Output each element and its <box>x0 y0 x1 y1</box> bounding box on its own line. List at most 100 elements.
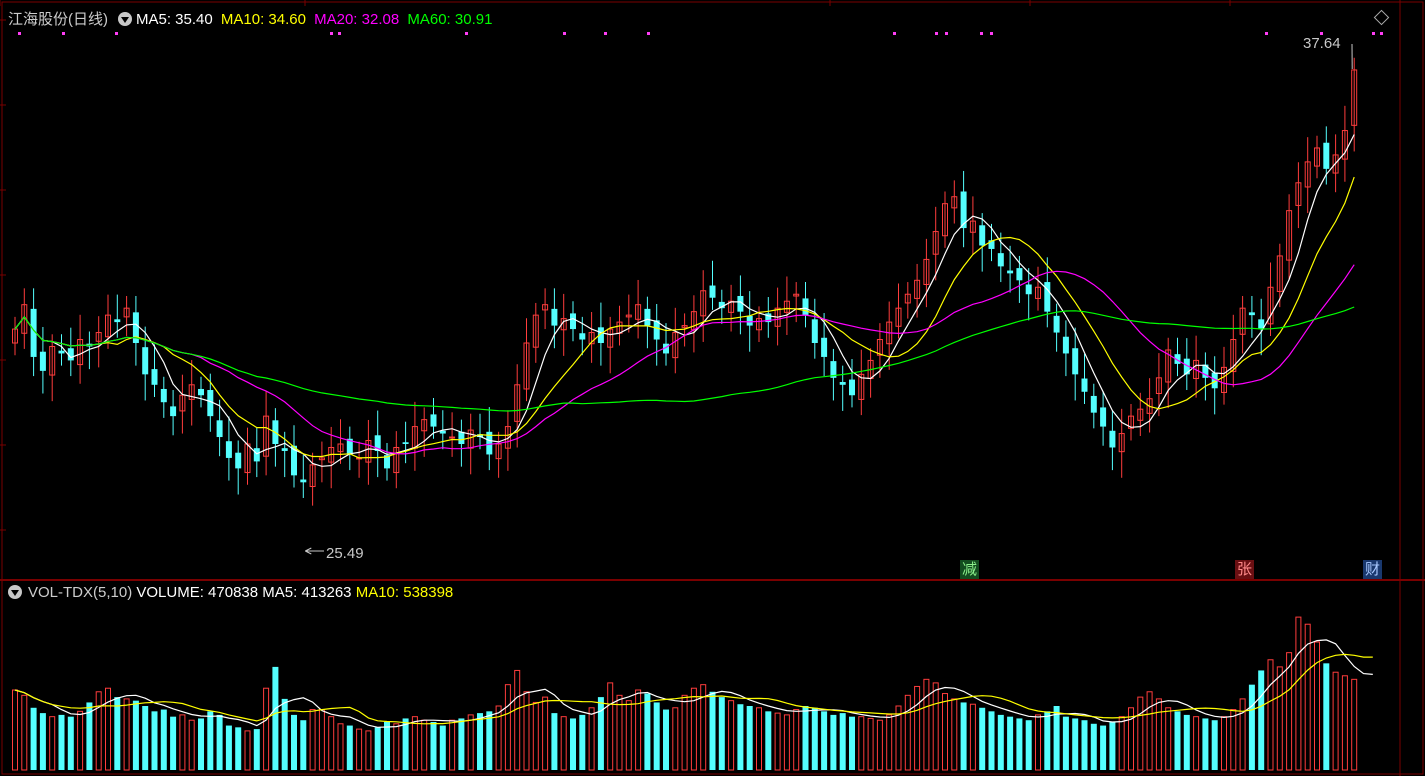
ma60-label: MA60: 30.91 <box>407 11 493 28</box>
candle-up <box>904 293 911 304</box>
volume-bar-down <box>718 697 725 770</box>
event-dot <box>990 32 993 35</box>
candle-up <box>1314 147 1320 167</box>
event-dot <box>1380 32 1383 35</box>
event-tag-rise[interactable]: 张 <box>1235 560 1255 579</box>
volume-bar-down <box>839 713 846 770</box>
volume-bar-up <box>504 684 511 771</box>
volume-bar-up <box>188 719 195 771</box>
volume-bar-down <box>439 725 446 770</box>
candle-up <box>523 342 530 390</box>
volume-bar-down <box>142 706 149 770</box>
candle-up <box>1035 286 1041 299</box>
chevron-down-icon[interactable] <box>8 585 22 599</box>
candle-down <box>39 351 46 371</box>
event-dot <box>893 32 896 35</box>
volume-bar-up <box>95 691 102 771</box>
candle-down <box>737 295 744 312</box>
event-dot <box>115 32 118 35</box>
candle-down <box>746 315 753 326</box>
volume-bar-down <box>207 711 214 770</box>
volume-bar-up <box>904 694 911 771</box>
event-tag-finance[interactable]: 财 <box>1363 560 1383 579</box>
candle-down <box>1081 378 1088 392</box>
volume-bar-up <box>411 716 418 771</box>
ma60-line <box>14 306 1355 412</box>
volume-bar-down <box>1109 722 1116 770</box>
volume-bar-down <box>384 722 390 770</box>
volume-bar-up <box>523 691 530 771</box>
candle-down <box>151 369 158 385</box>
volume-bar-up <box>728 700 735 771</box>
volume-bar-down <box>1183 714 1190 770</box>
event-dot <box>980 32 983 35</box>
candle-down <box>1202 364 1209 378</box>
candle-down <box>160 388 167 403</box>
candle-up <box>1118 433 1125 453</box>
volume-bar-up <box>1193 716 1200 771</box>
volume-bar-up <box>263 687 270 771</box>
volume-bar-up <box>672 707 679 771</box>
candle-down <box>653 320 660 340</box>
volume-bar-up <box>895 705 902 771</box>
volume-bar-down <box>300 720 307 770</box>
candle-down <box>988 240 995 249</box>
volume-bar-up <box>318 709 325 771</box>
candle-up <box>588 332 595 345</box>
candle-down <box>198 388 204 396</box>
volume-bar-up <box>1128 707 1134 771</box>
volume-bar-down <box>663 709 669 770</box>
volume-bar-down <box>960 702 967 770</box>
candle-down <box>225 441 232 458</box>
volume-bar-down <box>570 718 576 770</box>
volume-bar-up <box>625 700 632 771</box>
volume-bar-up <box>542 696 549 771</box>
candle-up <box>1332 154 1339 174</box>
candle-up <box>542 304 549 311</box>
volume-bar-up <box>607 682 614 771</box>
candle-down <box>1025 284 1032 295</box>
event-dot <box>945 32 948 35</box>
volume-bar-down <box>253 729 260 770</box>
candle-up <box>105 314 111 338</box>
volume-header: VOL-TDX(5,10) VOLUME: 470838 MA5: 413263… <box>8 584 453 601</box>
candle-up <box>858 373 865 400</box>
candle-down <box>458 431 465 444</box>
volume-bar-down <box>1072 718 1079 770</box>
candle-down <box>579 333 586 340</box>
candle-down <box>253 448 260 462</box>
candle-down <box>1258 319 1265 330</box>
candle-up <box>951 196 958 209</box>
candle-up <box>421 419 428 432</box>
volume-bar-up <box>328 716 335 771</box>
candle-up <box>309 464 316 487</box>
volume-bar-up <box>123 698 130 771</box>
chevron-down-icon[interactable] <box>118 12 132 26</box>
volume-bar-down <box>1016 718 1023 770</box>
volume-bar-down <box>849 716 855 770</box>
volume-bar-down <box>1202 718 1209 770</box>
volume-bar-down <box>997 714 1004 770</box>
event-tag-reduce[interactable]: 减 <box>960 560 980 579</box>
volume-bar-up <box>1137 696 1144 771</box>
volume-bar-up <box>1155 698 1162 771</box>
event-dot <box>18 32 21 35</box>
candle-down <box>644 308 651 326</box>
volume-bar-down <box>272 666 279 770</box>
volume-bar-down <box>644 693 651 770</box>
candle-up <box>607 328 614 348</box>
ma20-line <box>14 264 1355 455</box>
candle-down <box>830 361 837 378</box>
volume-bar-down <box>291 714 297 770</box>
candle-down <box>1211 372 1218 389</box>
volume-bar-up <box>690 687 697 771</box>
candle-down <box>384 455 390 469</box>
candle-up <box>1221 366 1227 393</box>
event-dot <box>465 32 468 35</box>
candle-down <box>216 420 223 438</box>
candle-down <box>67 348 74 361</box>
event-dot <box>647 32 650 35</box>
volume-bar-up <box>1035 714 1041 771</box>
volume-bar-down <box>1044 711 1051 770</box>
